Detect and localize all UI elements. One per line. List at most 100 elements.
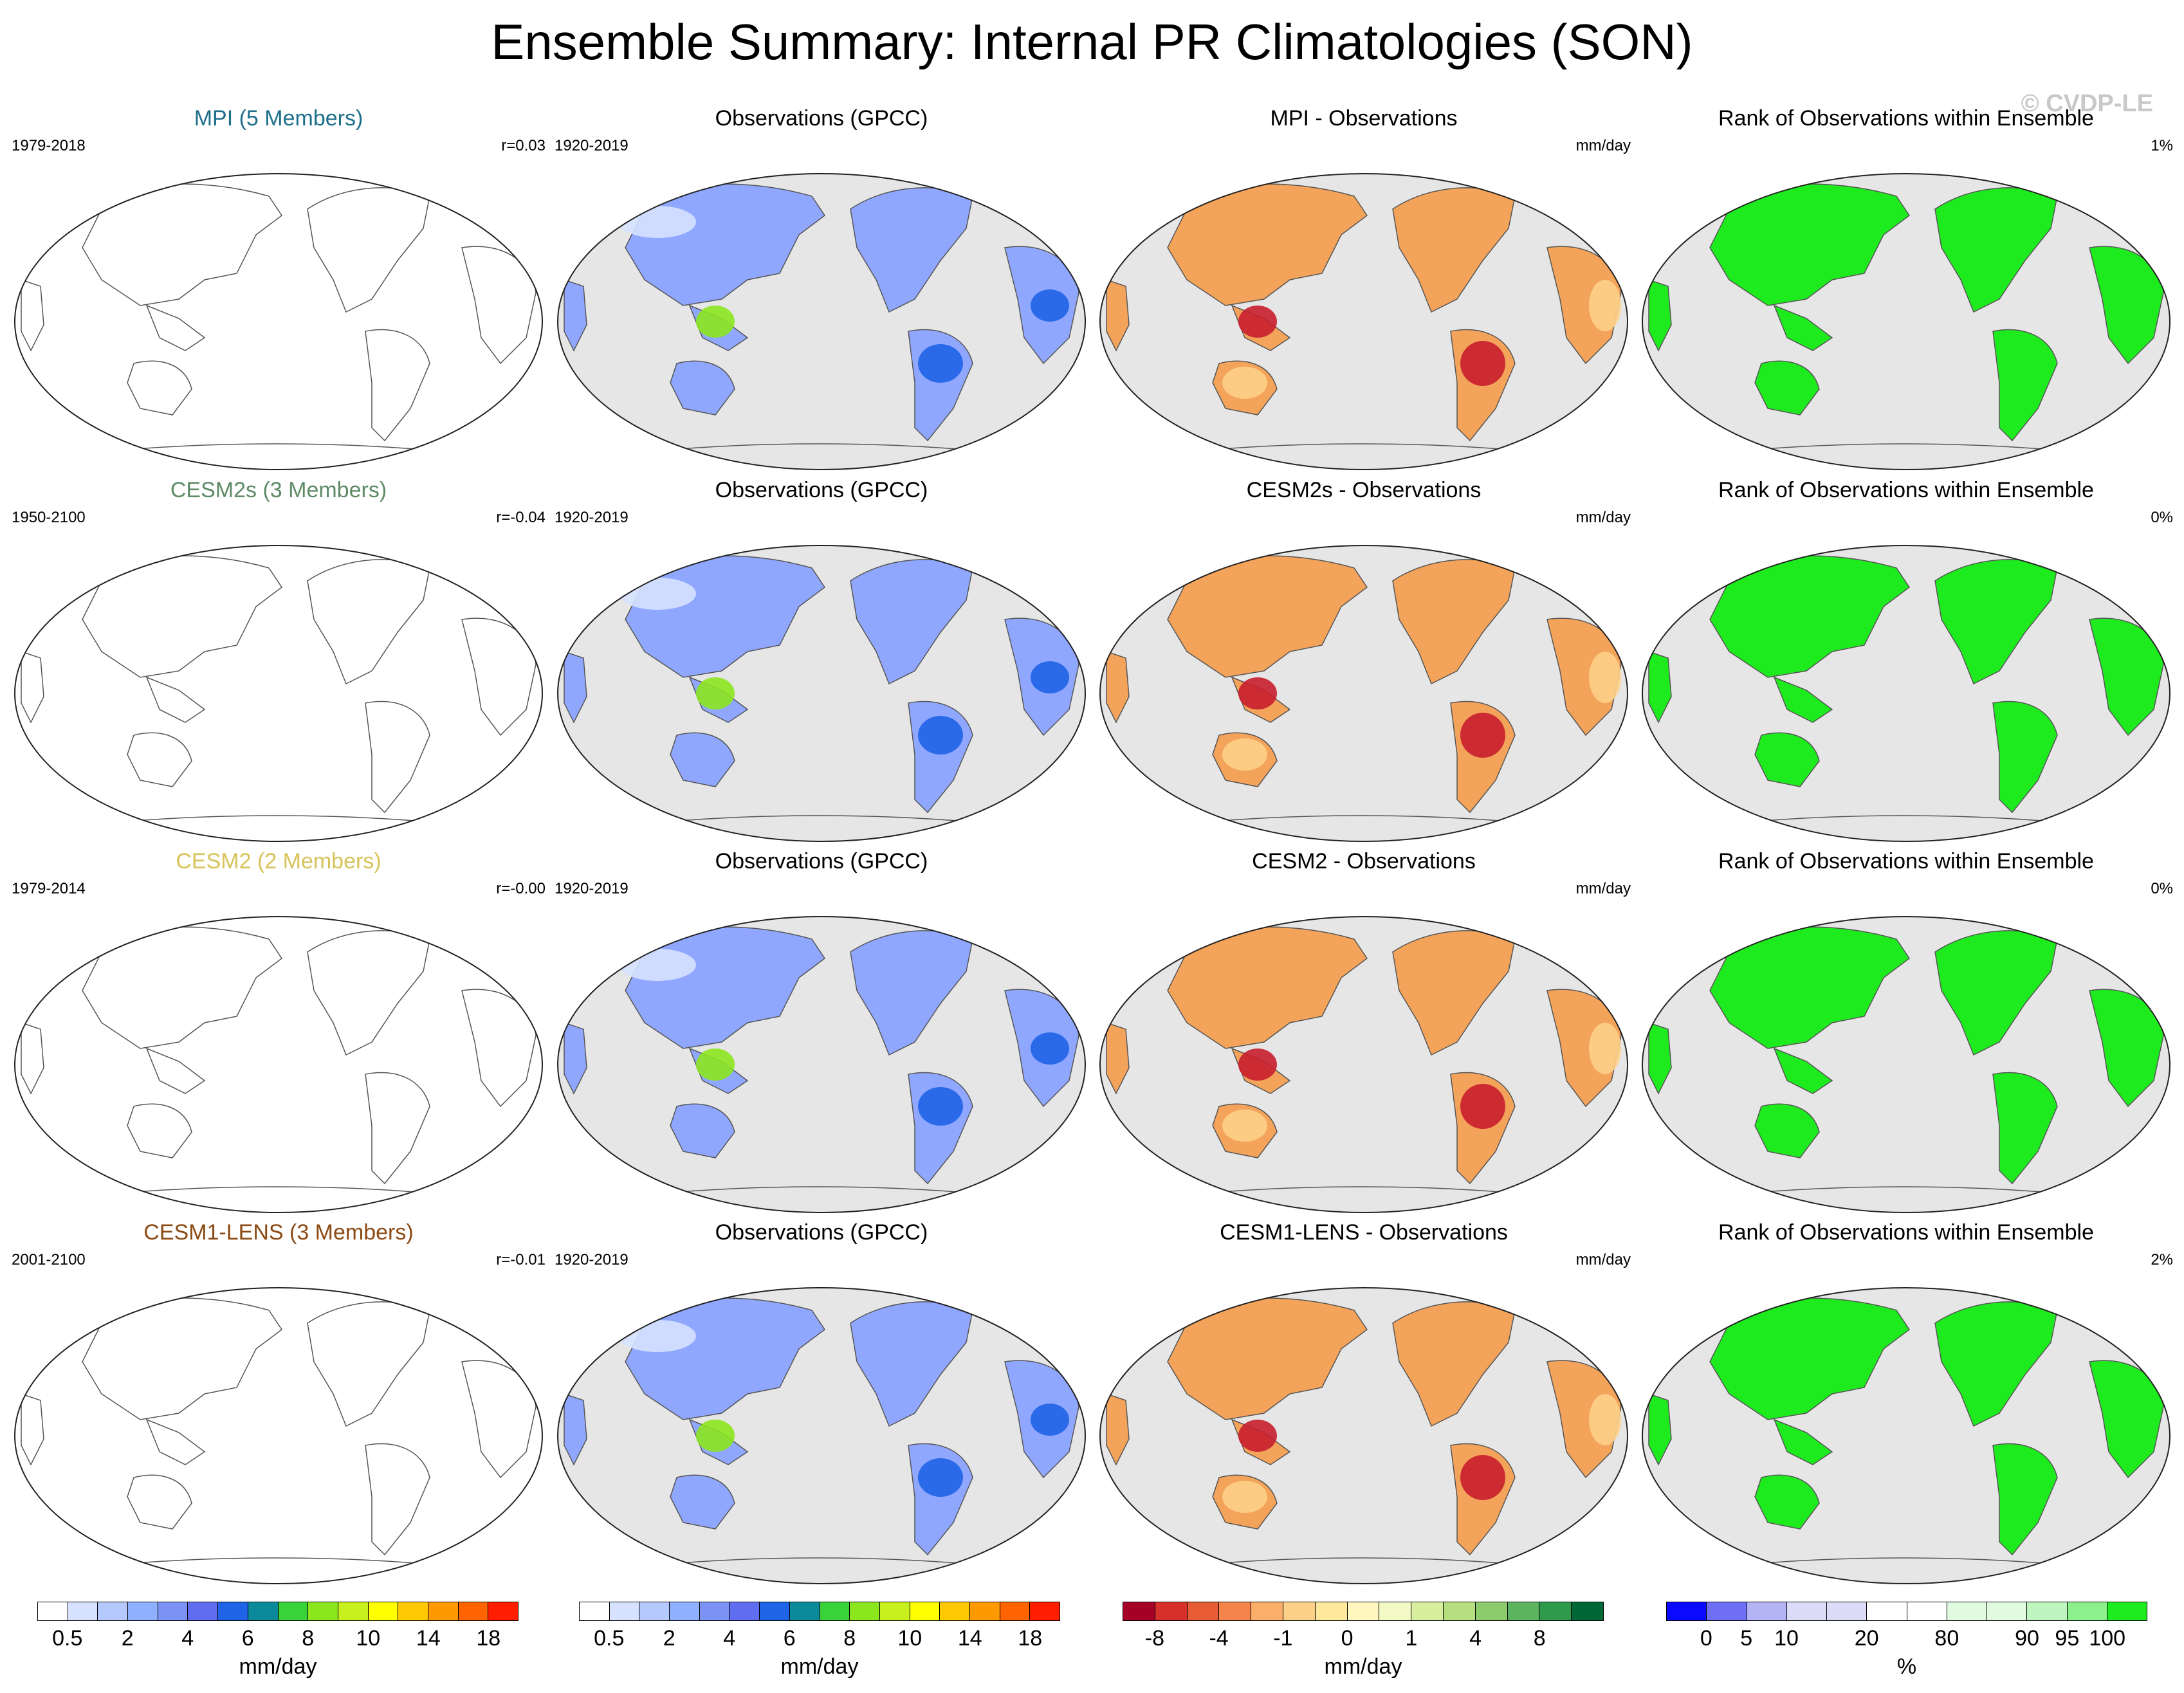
seasia-landmass bbox=[1773, 1418, 1833, 1465]
ocean-background bbox=[15, 545, 542, 841]
diff-panel-title: CESM2s - Observations bbox=[1246, 478, 1482, 502]
color-swatch bbox=[308, 1602, 338, 1620]
seasia-landmass bbox=[145, 676, 206, 723]
period-label: 1979-2018 bbox=[12, 137, 86, 154]
safrica-landmass bbox=[1106, 1021, 1130, 1095]
australia-bias-region bbox=[1222, 367, 1267, 399]
rank-panel: Rank of Observations within Ensemble 2% bbox=[1639, 1220, 2173, 1593]
australia-bias-region bbox=[1222, 1110, 1267, 1142]
ocean-background bbox=[15, 1288, 542, 1584]
obs-map bbox=[556, 172, 1087, 471]
seasia-landmass bbox=[145, 1047, 206, 1094]
rank-panel: Rank of Observations within Ensemble 1% bbox=[1639, 106, 2173, 479]
australia-landmass bbox=[670, 1103, 735, 1158]
color-swatch bbox=[398, 1602, 428, 1620]
safrica-landmass bbox=[1106, 650, 1130, 724]
tropical-wet-region bbox=[696, 1048, 735, 1081]
color-swatch bbox=[940, 1602, 970, 1620]
pattern-correlation: r=0.03 bbox=[501, 137, 546, 154]
units-label: mm/day bbox=[1575, 880, 1631, 897]
rank-map bbox=[1641, 544, 2171, 843]
amazon-wet-region bbox=[918, 716, 963, 755]
figure-title: Ensemble Summary: Internal PR Climatolog… bbox=[491, 14, 1693, 70]
period-label: 1950-2100 bbox=[12, 509, 86, 526]
safrica-landmass bbox=[1648, 1021, 1672, 1095]
model-map bbox=[14, 544, 544, 843]
diff-panel: CESM2 - Observations mm/day bbox=[1097, 849, 1631, 1222]
amazon-bias-region bbox=[1460, 341, 1505, 386]
color-swatch bbox=[670, 1602, 700, 1620]
rank-percent: 2% bbox=[2151, 1251, 2173, 1268]
map-border bbox=[556, 172, 1087, 471]
samerica-landmass bbox=[1992, 329, 2058, 442]
color-swatch bbox=[2107, 1602, 2147, 1620]
colorbar-tick-label: 8 bbox=[843, 1626, 856, 1651]
period-label: 2001-2100 bbox=[12, 1251, 86, 1268]
colorbar-tick-label: 10 bbox=[356, 1626, 381, 1651]
colorbar-units: % bbox=[1896, 1654, 1917, 1679]
map-border bbox=[556, 915, 1087, 1214]
australia-bias-region bbox=[1222, 1481, 1267, 1513]
colorbar-tick-label: 4 bbox=[181, 1626, 194, 1651]
colorbar-tick-label: 90 bbox=[2015, 1626, 2039, 1651]
colorbar-tick-label: 4 bbox=[723, 1626, 736, 1651]
diff-panel: CESM2s - Observations mm/day bbox=[1097, 478, 1631, 851]
sahara-bias-region bbox=[1589, 652, 1621, 703]
diff-panel-title: CESM1-LENS - Observations bbox=[1220, 1220, 1508, 1245]
samerica-landmass bbox=[1992, 700, 2058, 814]
diff-panel: CESM1-LENS - Observations mm/day bbox=[1097, 1220, 1631, 1593]
color-swatch bbox=[1315, 1602, 1348, 1620]
colorbar-tick-label: 100 bbox=[2089, 1626, 2126, 1651]
colorbar-swatches bbox=[37, 1602, 518, 1621]
australia-landmass bbox=[127, 732, 192, 787]
map-border bbox=[1641, 1286, 2171, 1585]
colorbar-tick-label: 8 bbox=[1533, 1626, 1546, 1651]
color-swatch bbox=[760, 1602, 790, 1620]
color-swatch bbox=[248, 1602, 279, 1620]
safrica-landmass bbox=[564, 279, 587, 352]
safrica-landmass bbox=[1106, 1393, 1130, 1466]
color-swatch bbox=[1667, 1602, 1707, 1620]
pattern-correlation: r=-0.01 bbox=[496, 1251, 546, 1268]
diff-map bbox=[1099, 1286, 1629, 1585]
obs-panel-title: Observations (GPCC) bbox=[715, 849, 928, 874]
obs-panel: Observations (GPCC) 1920-2019 bbox=[555, 106, 1088, 479]
rank-map bbox=[1641, 172, 2171, 471]
color-swatch bbox=[1219, 1602, 1252, 1620]
colorbar-tick-label: 10 bbox=[897, 1626, 922, 1651]
model-map bbox=[14, 1286, 544, 1585]
colorbar-tick-label: 6 bbox=[783, 1626, 796, 1651]
africa-wet-region bbox=[1031, 1032, 1069, 1065]
color-swatch bbox=[1251, 1602, 1283, 1620]
tropical-wet-region bbox=[696, 677, 735, 709]
colorbar-tick-label: 6 bbox=[241, 1626, 254, 1651]
amazon-wet-region bbox=[918, 344, 963, 383]
color-swatch bbox=[1123, 1602, 1155, 1620]
samerica-landmass bbox=[1992, 1072, 2058, 1185]
colorbar-tick-label: 5 bbox=[1740, 1626, 1753, 1651]
obs-panel-title: Observations (GPCC) bbox=[715, 106, 928, 131]
obs-panel-title: Observations (GPCC) bbox=[715, 478, 928, 502]
samerica-landmass bbox=[365, 700, 430, 814]
australia-landmass bbox=[127, 1474, 192, 1530]
safrica-landmass bbox=[1106, 279, 1130, 352]
australia-landmass bbox=[670, 1474, 735, 1530]
model-panel: CESM2 (2 Members) 1979-2014 r=-0.00 bbox=[12, 849, 546, 1222]
color-swatch bbox=[639, 1602, 670, 1620]
samerica-landmass bbox=[365, 1072, 430, 1185]
color-swatch bbox=[1572, 1602, 1603, 1620]
ocean-background bbox=[15, 174, 542, 470]
amazon-wet-region bbox=[918, 1087, 963, 1126]
samerica-landmass bbox=[365, 1443, 430, 1556]
rank-panel: Rank of Observations within Ensemble 0% bbox=[1639, 478, 2173, 851]
colorbar-tick-label: 0 bbox=[1700, 1626, 1712, 1651]
color-swatch bbox=[1947, 1602, 1987, 1620]
color-swatch bbox=[68, 1602, 98, 1620]
color-swatch bbox=[1539, 1602, 1572, 1620]
diff-map bbox=[1099, 915, 1629, 1214]
australia-landmass bbox=[670, 732, 735, 787]
period-label: 1979-2014 bbox=[12, 880, 86, 897]
colorbar-tick-label: 0 bbox=[1341, 1626, 1354, 1651]
model-panel-title: CESM2 (2 Members) bbox=[176, 849, 381, 874]
color-swatch bbox=[368, 1602, 399, 1620]
